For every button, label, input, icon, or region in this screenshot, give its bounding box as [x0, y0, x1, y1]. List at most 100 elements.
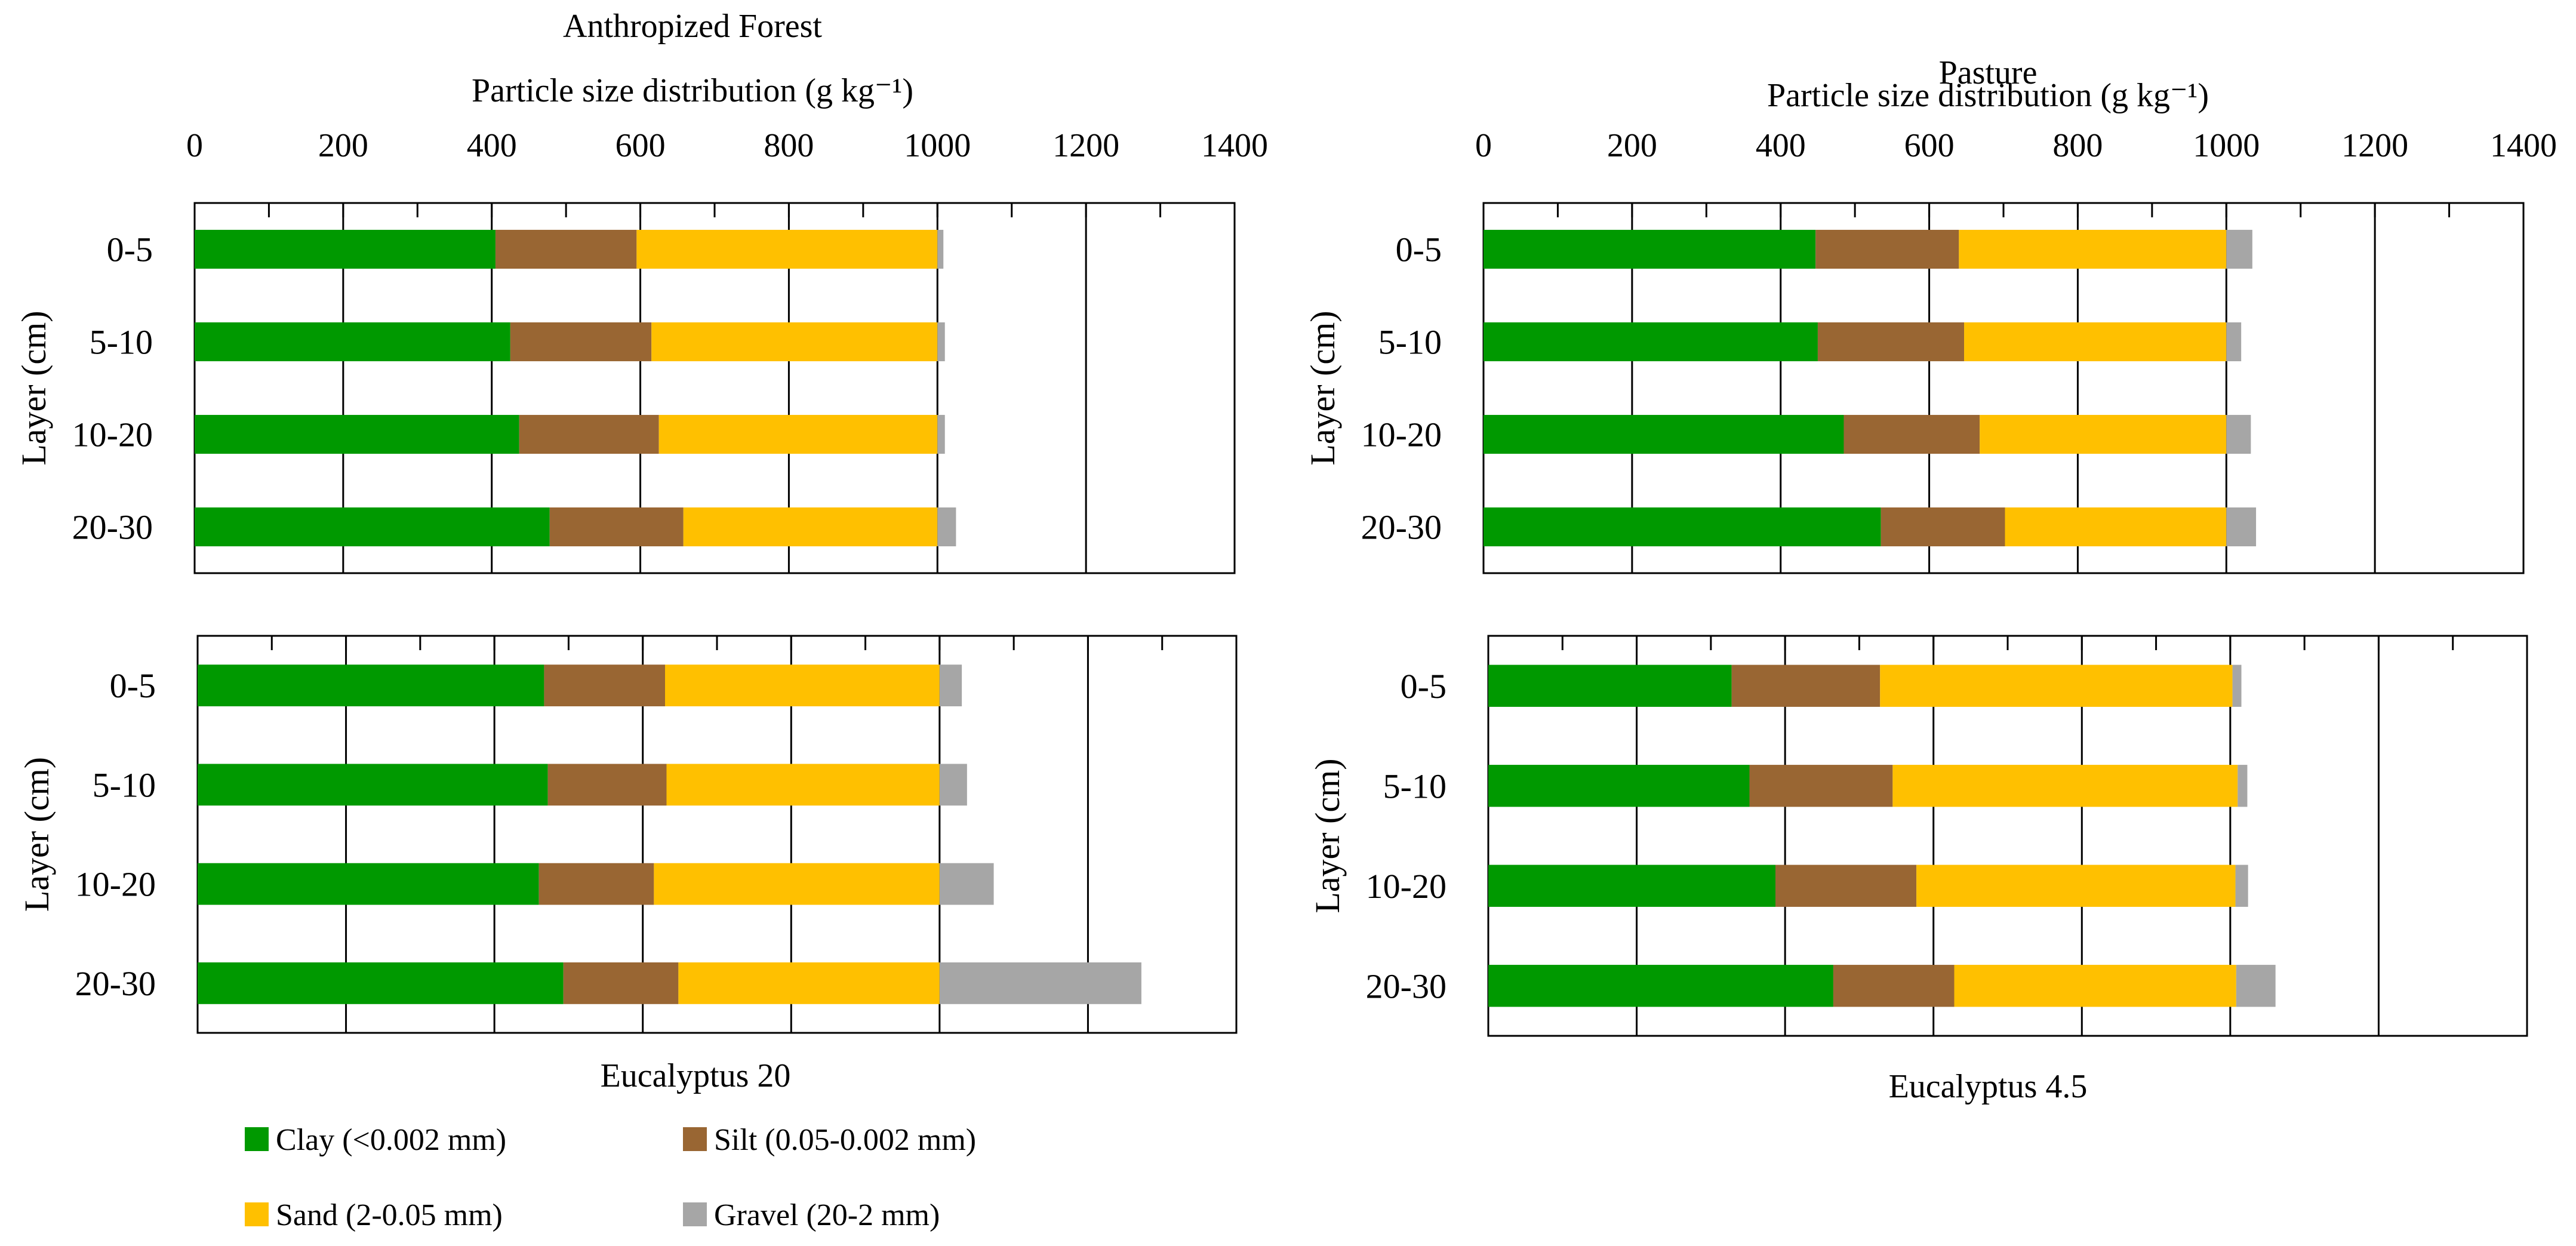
panel-1: Anthropized Forest Particle size distribu…	[14, 8, 1268, 574]
bar-silt-20-30	[563, 962, 679, 1004]
panel-title: Eucalyptus 20	[601, 1057, 791, 1094]
legend-label-clay: Clay (<0.002 mm)	[276, 1123, 506, 1157]
bar-gravel-10-20	[937, 414, 945, 454]
y-tick-label: 10-20	[72, 416, 153, 454]
bar-sand-10-20	[658, 414, 938, 454]
y-axis-label: Layer (cm)	[1308, 758, 1347, 913]
bar-silt-20-30	[549, 507, 684, 547]
bar-gravel-10-20	[939, 863, 994, 905]
y-axis-label: Layer (cm)	[1303, 310, 1342, 465]
bar-gravel-10-20	[2235, 864, 2248, 907]
bar-clay-5-10	[1488, 765, 1750, 807]
bar-silt-0-5	[1815, 229, 1959, 269]
bar-sand-5-10	[1892, 765, 2238, 807]
legend-label-sand: Sand (2-0.05 mm)	[276, 1198, 503, 1232]
y-axis-label: Layer (cm)	[14, 310, 53, 465]
x-tick-label: 1000	[904, 127, 971, 164]
bar-silt-5-10	[510, 322, 652, 362]
y-tick-label: 0-5	[110, 666, 156, 705]
x-tick-label: 600	[615, 127, 666, 164]
bar-sand-10-20	[654, 863, 940, 905]
x-tick-label: 600	[1904, 127, 1955, 164]
y-tick-label: 5-10	[1378, 323, 1442, 362]
bar-silt-5-10	[1817, 322, 1965, 362]
bar-silt-10-20	[538, 863, 654, 905]
bar-sand-20-30	[678, 962, 940, 1004]
x-tick-label: 1400	[1201, 127, 1268, 164]
y-tick-label: 20-30	[1366, 967, 1447, 1005]
bar-gravel-0-5	[937, 229, 944, 269]
bar-clay-20-30	[195, 507, 550, 547]
y-axis-label: Layer (cm)	[17, 757, 56, 912]
y-tick-label: 20-30	[72, 508, 153, 547]
bar-clay-20-30	[1488, 965, 1833, 1007]
y-tick-label: 5-10	[93, 765, 156, 804]
x-axis-label: Particle size distribution (g kg⁻¹)	[472, 72, 913, 109]
x-tick-label: 0	[1475, 127, 1492, 164]
bar-silt-10-20	[519, 414, 659, 454]
bar-clay-10-20	[195, 414, 519, 454]
bar-sand-0-5	[1880, 664, 2233, 707]
bar-clay-5-10	[198, 764, 548, 806]
bar-sand-20-30	[2005, 507, 2227, 547]
x-tick-label: 0	[186, 127, 203, 164]
legend-label-silt: Silt (0.05-0.002 mm)	[714, 1123, 976, 1157]
bar-silt-20-30	[1833, 965, 1955, 1007]
y-tick-label: 10-20	[1366, 867, 1447, 906]
bar-clay-10-20	[1488, 864, 1775, 907]
bar-sand-0-5	[1959, 229, 2227, 269]
y-tick-label: 20-30	[75, 964, 156, 1003]
bar-clay-5-10	[1484, 322, 1818, 362]
bar-gravel-5-10	[939, 764, 967, 806]
bar-sand-10-20	[1980, 414, 2227, 454]
chart-panels: Anthropized Forest Particle size distribu…	[14, 8, 2557, 1105]
x-tick-label: 200	[318, 127, 368, 164]
bar-gravel-0-5	[2232, 664, 2242, 707]
y-tick-label: 0-5	[1401, 667, 1447, 706]
bar-sand-5-10	[651, 322, 938, 362]
legend-swatch-clay	[245, 1127, 269, 1151]
bar-gravel-20-30	[937, 507, 956, 547]
bar-gravel-0-5	[939, 664, 962, 707]
legend-label-gravel: Gravel (20-2 mm)	[714, 1198, 940, 1232]
panel-3: Eucalyptus 20 Layer (cm) 0-5 5-10 10-20 20-30	[17, 635, 1238, 1094]
panel-title: Pasture	[1939, 54, 2038, 91]
bar-clay-5-10	[195, 322, 510, 362]
bar-silt-0-5	[495, 229, 637, 269]
x-tick-label: 1400	[2490, 127, 2557, 164]
bar-silt-10-20	[1775, 864, 1917, 907]
legend-swatch-gravel	[683, 1202, 707, 1226]
bar-clay-20-30	[198, 962, 564, 1004]
y-tick-label: 10-20	[1361, 416, 1442, 454]
bar-silt-0-5	[1731, 664, 1881, 707]
legend: Clay (<0.002 mm) Silt (0.05-0.002 mm) Sa…	[245, 1123, 976, 1232]
y-tick-label: 0-5	[107, 230, 153, 269]
bar-clay-0-5	[195, 229, 495, 269]
bar-sand-5-10	[1964, 322, 2227, 362]
x-tick-label: 1200	[1052, 127, 1119, 164]
bar-sand-20-30	[1954, 965, 2236, 1007]
x-tick-label: 200	[1607, 127, 1657, 164]
x-tick-label: 800	[2052, 127, 2103, 164]
bar-sand-5-10	[666, 764, 940, 806]
bar-sand-10-20	[1916, 864, 2236, 907]
bar-clay-10-20	[1484, 414, 1844, 454]
bar-gravel-5-10	[2238, 765, 2248, 807]
y-tick-label: 5-10	[90, 323, 153, 362]
bar-clay-0-5	[198, 664, 544, 707]
bar-gravel-0-5	[2226, 229, 2252, 269]
y-tick-label: 5-10	[1383, 767, 1447, 805]
x-tick-label: 1200	[2341, 127, 2408, 164]
y-tick-label: 0-5	[1396, 230, 1442, 269]
legend-swatch-sand	[245, 1202, 269, 1226]
bar-gravel-5-10	[937, 322, 945, 362]
panel-4: Eucalyptus 4.5 Layer (cm) 0-5 5-10 10-20 20-3…	[1308, 635, 2528, 1105]
bar-gravel-20-30	[939, 962, 1141, 1004]
bar-silt-5-10	[1749, 765, 1893, 807]
panel-title: Anthropized Forest	[563, 8, 822, 45]
x-tick-label: 400	[1756, 127, 1806, 164]
bar-silt-20-30	[1881, 507, 2005, 547]
y-tick-label: 10-20	[75, 865, 156, 904]
